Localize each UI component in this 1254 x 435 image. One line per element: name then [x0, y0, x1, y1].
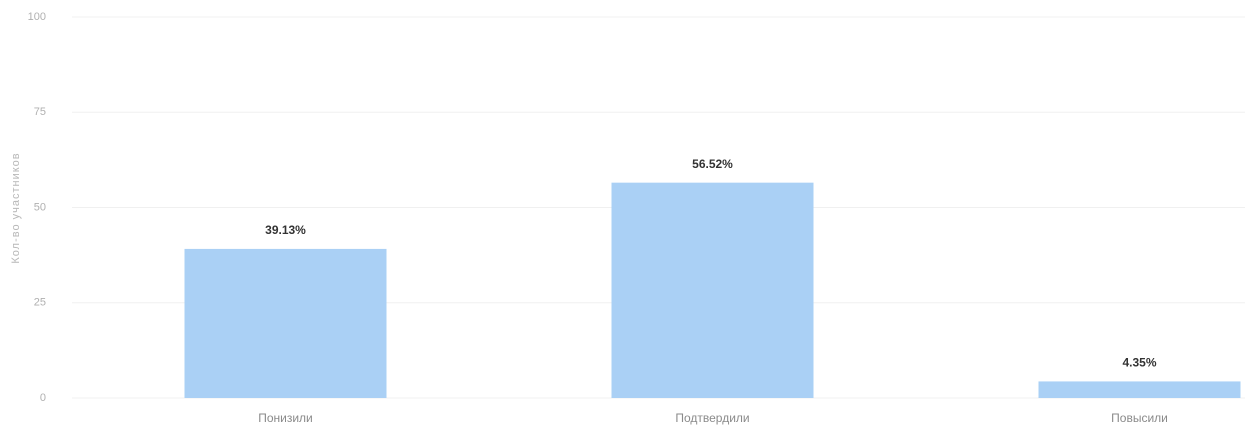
x-tick-label: Повысили	[1111, 411, 1168, 425]
y-tick-label: 100	[28, 11, 46, 23]
y-tick-label: 0	[40, 392, 46, 404]
y-tick-label: 25	[34, 297, 46, 309]
x-tick-label: Понизили	[258, 411, 313, 425]
bar	[1038, 381, 1241, 398]
y-axis-label: Кол-во участников	[10, 152, 22, 263]
value-label: 39.13%	[265, 223, 306, 237]
y-tick-label: 75	[34, 106, 46, 118]
value-label: 56.52%	[692, 157, 733, 171]
bar	[184, 248, 387, 398]
y-tick-label: 50	[34, 201, 46, 213]
x-tick-label: Подтвердили	[675, 411, 749, 425]
value-label: 4.35%	[1122, 356, 1156, 370]
bar	[611, 182, 814, 398]
